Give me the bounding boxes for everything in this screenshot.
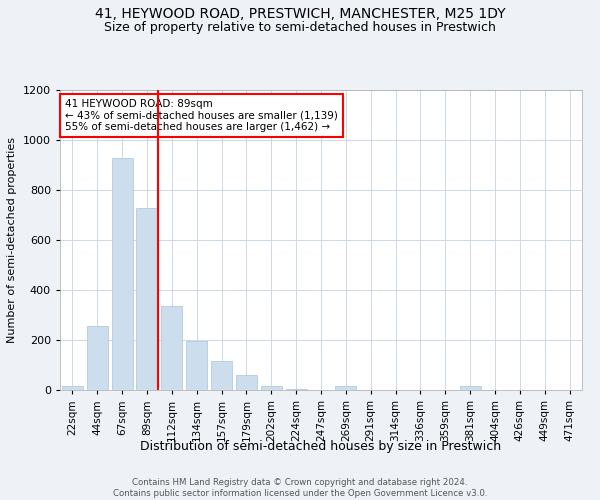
Text: 41 HEYWOOD ROAD: 89sqm
← 43% of semi-detached houses are smaller (1,139)
55% of : 41 HEYWOOD ROAD: 89sqm ← 43% of semi-det… [65, 99, 338, 132]
Text: Contains HM Land Registry data © Crown copyright and database right 2024.
Contai: Contains HM Land Registry data © Crown c… [113, 478, 487, 498]
Bar [62, 386, 83, 390]
Text: Distribution of semi-detached houses by size in Prestwich: Distribution of semi-detached houses by … [140, 440, 502, 453]
Bar [211, 361, 232, 390]
Bar [87, 326, 108, 390]
Bar [236, 375, 257, 390]
Bar [136, 208, 158, 390]
Bar [161, 306, 182, 390]
Text: 41, HEYWOOD ROAD, PRESTWICH, MANCHESTER, M25 1DY: 41, HEYWOOD ROAD, PRESTWICH, MANCHESTER,… [95, 8, 505, 22]
Bar [186, 341, 207, 390]
Bar [112, 158, 133, 390]
Bar [286, 389, 307, 390]
Text: Size of property relative to semi-detached houses in Prestwich: Size of property relative to semi-detach… [104, 21, 496, 34]
Bar [460, 386, 481, 390]
Y-axis label: Number of semi-detached properties: Number of semi-detached properties [7, 137, 17, 343]
Bar [261, 386, 282, 390]
Bar [335, 386, 356, 390]
